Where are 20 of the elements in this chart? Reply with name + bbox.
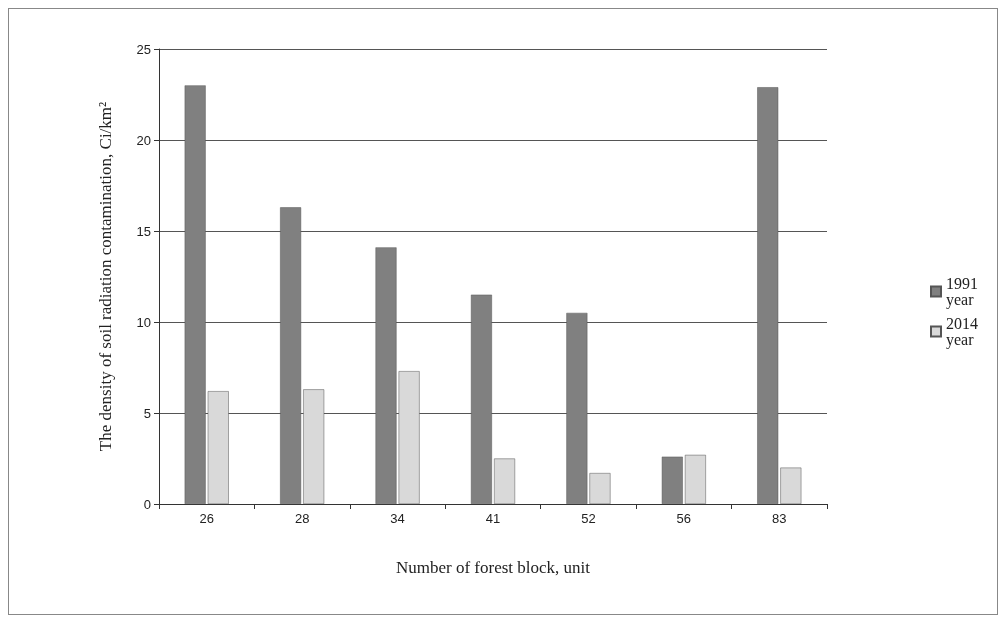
x-tick-label: 41 (485, 511, 501, 526)
x-tick-label: 52 (581, 511, 596, 526)
x-tick-label: 26 (199, 511, 214, 526)
bar (684, 454, 706, 504)
y-tick-label: 20 (136, 132, 151, 148)
legend-label: 2014 year (946, 315, 982, 349)
y-tick-label: 25 (136, 41, 151, 57)
y-tick-label: 5 (143, 405, 151, 421)
x-tick-label: 34 (390, 511, 405, 526)
bar (494, 458, 516, 504)
x-tick-label: 83 (772, 511, 787, 526)
x-tick-label: 28 (294, 511, 310, 526)
legend-label: 1991 year (946, 275, 982, 309)
x-axis-title: Number of forest block, unit (395, 558, 591, 577)
y-tick-label: 0 (143, 496, 151, 512)
x-tick-label: 56 (676, 511, 692, 526)
y-axis-title: The density of soil radiation contamination, Ci/km² (96, 101, 115, 452)
y-tick-label: 10 (136, 314, 151, 330)
y-tick-label: 15 (136, 223, 151, 239)
bar (661, 456, 683, 504)
